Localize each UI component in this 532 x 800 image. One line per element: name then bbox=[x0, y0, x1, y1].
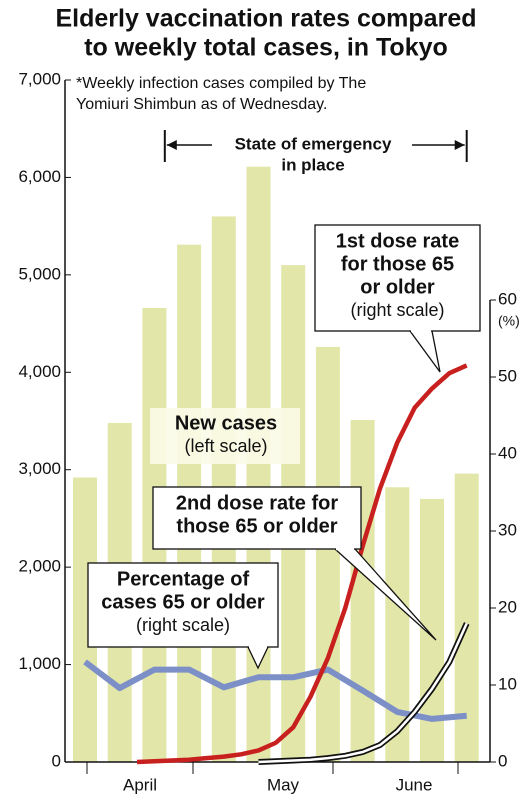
percentage-pointer bbox=[247, 646, 269, 670]
emergency-label-bg bbox=[212, 133, 412, 157]
first-dose-label: or older bbox=[360, 276, 435, 298]
y2-unit: (%) bbox=[498, 313, 520, 329]
y-tick-label: 1,000 bbox=[18, 654, 61, 673]
second-dose-label: 2nd dose rate for bbox=[176, 492, 338, 514]
second-dose-box bbox=[152, 486, 362, 550]
bar bbox=[246, 166, 271, 762]
first-dose-label: 1st dose rate bbox=[336, 230, 459, 252]
y2-tick-label: 0 bbox=[498, 751, 507, 770]
month-label: May bbox=[267, 775, 300, 794]
first-dose-pointer bbox=[409, 330, 441, 373]
y-tick-label: 5,000 bbox=[18, 264, 61, 283]
second-dose-line bbox=[258, 622, 468, 764]
new-cases-label: New cases bbox=[175, 412, 277, 434]
y-tick-label: 0 bbox=[52, 751, 61, 770]
second-dose-pointer bbox=[334, 548, 437, 641]
percentage-box bbox=[87, 562, 279, 648]
chart-title: to weekly total cases, in Tokyo bbox=[84, 34, 448, 62]
emergency-label: in place bbox=[281, 155, 344, 174]
y2-tick-label: 50 bbox=[498, 366, 517, 385]
first-dose-box bbox=[314, 224, 481, 332]
y2-tick-label: 10 bbox=[498, 674, 517, 693]
chart-title: Elderly vaccination rates compared bbox=[55, 5, 476, 33]
note: Yomiuri Shimbun as of Wednesday. bbox=[76, 96, 327, 113]
first-dose-label: for those 65 bbox=[341, 253, 454, 275]
y-tick-label: 7,000 bbox=[18, 69, 61, 88]
percentage-note: (right scale) bbox=[136, 615, 230, 635]
new-cases-label-bg bbox=[150, 408, 300, 464]
first-dose-note: (right scale) bbox=[350, 300, 444, 320]
bar bbox=[350, 420, 375, 762]
y2-tick-label: 40 bbox=[498, 443, 517, 462]
y2-tick-label: 20 bbox=[498, 597, 517, 616]
y2-tick-label: 30 bbox=[498, 520, 517, 539]
new-cases-note: (left scale) bbox=[184, 436, 267, 456]
percentage-line bbox=[83, 659, 467, 722]
y2-tick-label: 60 bbox=[498, 289, 517, 308]
emergency-label: State of emergency bbox=[235, 134, 392, 153]
bar bbox=[420, 498, 444, 762]
y-tick-label: 2,000 bbox=[18, 557, 61, 576]
y-tick-label: 3,000 bbox=[18, 459, 61, 478]
note: *Weekly infection cases compiled by The bbox=[76, 75, 366, 92]
percentage-label: Percentage of bbox=[117, 568, 250, 590]
percentage-label: cases 65 or older bbox=[101, 591, 265, 613]
second-dose-label: those 65 or older bbox=[176, 515, 337, 537]
month-label: April bbox=[123, 775, 157, 794]
y-tick-label: 6,000 bbox=[18, 167, 61, 186]
bar bbox=[315, 346, 340, 762]
y-tick-label: 4,000 bbox=[18, 362, 61, 381]
first-dose-line bbox=[136, 363, 468, 765]
month-label: June bbox=[396, 775, 433, 794]
